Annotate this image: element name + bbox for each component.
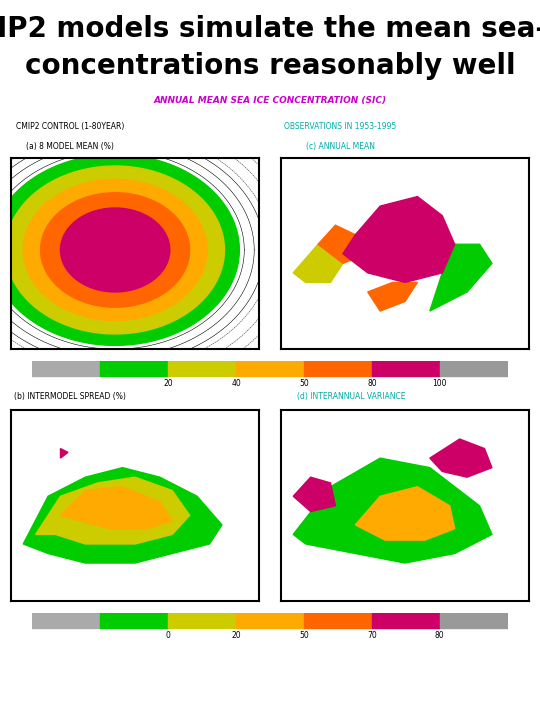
Text: 20: 20	[164, 379, 173, 387]
Text: concentrations reasonably well: concentrations reasonably well	[25, 53, 515, 80]
Bar	[372, 613, 440, 628]
Text: ANNUAL MEAN SEA ICE CONCENTRATION (SIC): ANNUAL MEAN SEA ICE CONCENTRATION (SIC)	[153, 96, 387, 105]
Bar	[440, 361, 508, 376]
Text: CMIP2 CONTROL (1-80YEAR): CMIP2 CONTROL (1-80YEAR)	[16, 122, 124, 131]
Bar	[32, 613, 100, 628]
Polygon shape	[60, 208, 170, 292]
Text: (d) INTERANNUAL VARIANCE: (d) INTERANNUAL VARIANCE	[297, 392, 405, 400]
Bar	[236, 613, 304, 628]
Text: (b) INTERMODEL SPREAD (%): (b) INTERMODEL SPREAD (%)	[14, 392, 126, 400]
Polygon shape	[40, 193, 190, 307]
Text: 40: 40	[231, 379, 241, 387]
Bar	[236, 361, 304, 376]
Polygon shape	[60, 449, 68, 458]
Polygon shape	[23, 179, 207, 320]
Bar	[372, 361, 440, 376]
Text: (c) ANNUAL MEAN: (c) ANNUAL MEAN	[306, 142, 375, 151]
Bar	[100, 613, 168, 628]
Polygon shape	[6, 166, 225, 334]
Polygon shape	[368, 282, 417, 311]
Polygon shape	[0, 155, 239, 346]
Text: 80: 80	[435, 631, 444, 639]
Text: OBSERVATIONS IN 1953-1995: OBSERVATIONS IN 1953-1995	[284, 122, 396, 131]
Text: 100: 100	[433, 379, 447, 387]
Text: 80: 80	[367, 379, 376, 387]
Text: 50: 50	[299, 631, 309, 639]
Polygon shape	[430, 244, 492, 311]
Bar	[32, 361, 100, 376]
Polygon shape	[293, 458, 492, 563]
Polygon shape	[293, 477, 335, 511]
Bar	[440, 613, 508, 628]
Bar	[304, 613, 372, 628]
Polygon shape	[355, 487, 455, 540]
Text: 70: 70	[367, 631, 377, 639]
Bar	[168, 613, 236, 628]
Text: CMIP2 models simulate the mean sea-ice: CMIP2 models simulate the mean sea-ice	[0, 15, 540, 43]
Polygon shape	[430, 439, 492, 477]
Polygon shape	[343, 197, 455, 282]
Text: 20: 20	[231, 631, 241, 639]
Text: 0: 0	[166, 631, 171, 639]
Bar	[100, 361, 168, 376]
Bar	[304, 361, 372, 376]
Polygon shape	[36, 477, 190, 544]
Text: (a) 8 MODEL MEAN (%): (a) 8 MODEL MEAN (%)	[26, 142, 114, 151]
Polygon shape	[23, 468, 222, 563]
Polygon shape	[318, 225, 368, 264]
Polygon shape	[293, 244, 343, 282]
Bar	[168, 361, 236, 376]
Text: 50: 50	[299, 379, 309, 387]
Polygon shape	[60, 487, 172, 528]
